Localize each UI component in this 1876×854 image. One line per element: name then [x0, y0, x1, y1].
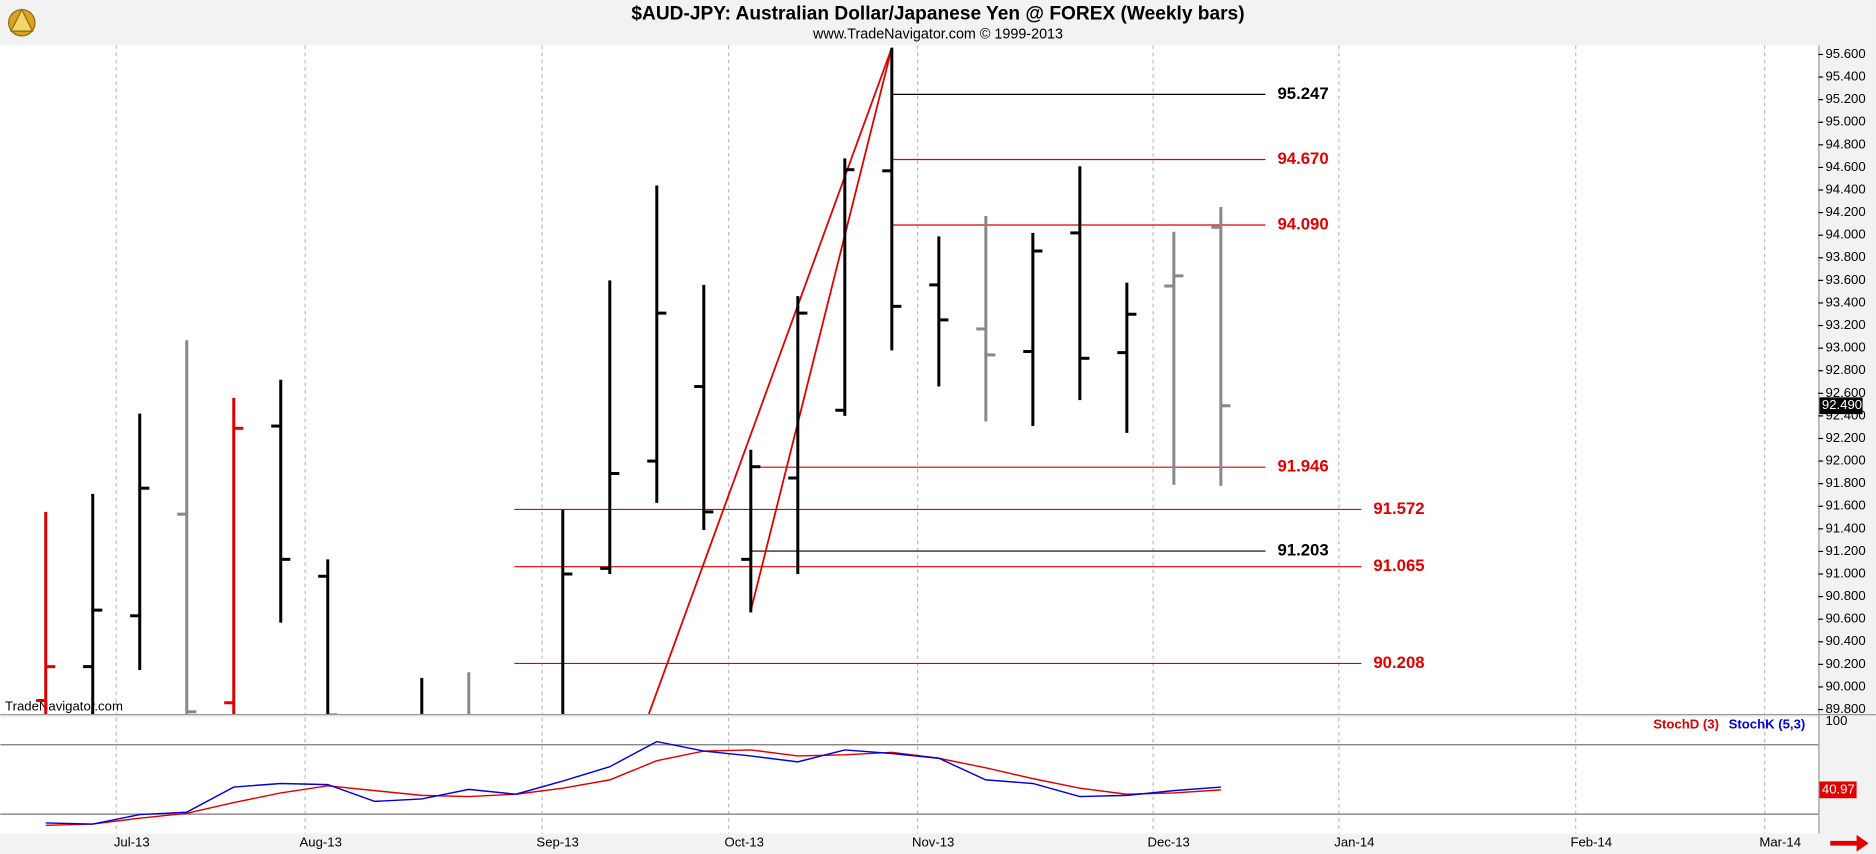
- y-tick-label: 90.000: [1825, 678, 1865, 693]
- y-tick-label: 94.600: [1825, 159, 1865, 174]
- y-tick-label: 92.200: [1825, 430, 1865, 445]
- x-tick-label: Sep-13: [536, 835, 578, 850]
- trendline: [749, 47, 893, 613]
- level-label: 91.572: [1373, 499, 1424, 518]
- legend-entry: StochD (3): [1653, 716, 1719, 731]
- level-label: 94.670: [1277, 149, 1328, 168]
- y-tick-label: 95.200: [1825, 91, 1865, 106]
- y-tick-label: 92.600: [1825, 385, 1865, 400]
- level-label: 94.090: [1277, 214, 1328, 233]
- y-tick-label: 93.200: [1825, 317, 1865, 332]
- y-tick-label: 89.800: [1825, 701, 1865, 716]
- x-tick-label: Jul-13: [114, 835, 150, 850]
- y-tick-label: 92.800: [1825, 362, 1865, 377]
- stoch-last-label: 40.97: [1822, 781, 1855, 796]
- y-tick-label: 94.400: [1825, 181, 1865, 196]
- stoch-line: [45, 749, 1221, 827]
- stoch-plot: [0, 717, 1819, 834]
- level-label: 95.247: [1277, 84, 1328, 103]
- stoch-line: [45, 740, 1221, 825]
- y-tick-label: 90.800: [1825, 588, 1865, 603]
- x-tick-label: Mar-14: [1759, 835, 1801, 850]
- logo: [8, 8, 36, 37]
- stoch-last-box: [1819, 781, 1857, 799]
- y-tick-label: 95.400: [1825, 69, 1865, 84]
- level-label: 91.065: [1373, 556, 1424, 575]
- level-label: 91.203: [1277, 541, 1328, 560]
- y-tick-label: 91.600: [1825, 498, 1865, 513]
- y-tick-label: 93.600: [1825, 272, 1865, 287]
- y-tick-label: 93.000: [1825, 340, 1865, 355]
- x-tick-label: Nov-13: [912, 835, 954, 850]
- y-tick-label: 90.200: [1825, 656, 1865, 671]
- last-price-box: [1819, 397, 1863, 415]
- y-tick-label: 91.400: [1825, 520, 1865, 535]
- chart-title: $AUD-JPY: Australian Dollar/Japanese Yen…: [631, 3, 1244, 24]
- level-label: 91.946: [1277, 457, 1328, 476]
- y-tick-label: 92.000: [1825, 453, 1865, 468]
- y-tick-label: 100: [1825, 713, 1847, 728]
- x-tick-label: Feb-14: [1570, 835, 1612, 850]
- x-tick-label: Aug-13: [300, 835, 342, 850]
- last-price-label: 92.490: [1822, 397, 1862, 412]
- y-tick-label: 94.200: [1825, 204, 1865, 219]
- y-tick-label: 94.000: [1825, 227, 1865, 242]
- y-tick-label: 95.000: [1825, 114, 1865, 129]
- y-tick-label: 91.800: [1825, 475, 1865, 490]
- y-tick-label: 91.200: [1825, 543, 1865, 558]
- legend-entry: StochK (5,3): [1729, 716, 1806, 731]
- x-tick-label: Jan-14: [1334, 835, 1374, 850]
- x-tick-label: Dec-13: [1148, 835, 1190, 850]
- watermark: TradeNavigator.com: [5, 698, 123, 713]
- y-tick-label: 90.600: [1825, 611, 1865, 626]
- stoch-panel: [0, 717, 1819, 834]
- x-tick-label: Oct-13: [725, 835, 764, 850]
- y-tick-label: 95.600: [1825, 46, 1865, 61]
- y-tick-label: 90.400: [1825, 633, 1865, 648]
- y-tick-label: 93.400: [1825, 294, 1865, 309]
- level-label: 90.208: [1373, 653, 1424, 672]
- trendline: [647, 47, 893, 715]
- y-tick-label: 93.800: [1825, 249, 1865, 264]
- price-panel: [0, 45, 1819, 715]
- chart-subtitle: www.TradeNavigator.com © 1999-2013: [812, 26, 1063, 42]
- y-tick-label: 94.800: [1825, 136, 1865, 151]
- price-plot: [36, 45, 1766, 715]
- overlay: Jul-13 Aug-13 Sep-13 Oct-13 Nov-13 Dec-13 Jan-…: [114, 46, 1866, 850]
- scroll-arrow[interactable]: [1830, 834, 1869, 852]
- y-tick-label: 91.000: [1825, 565, 1865, 580]
